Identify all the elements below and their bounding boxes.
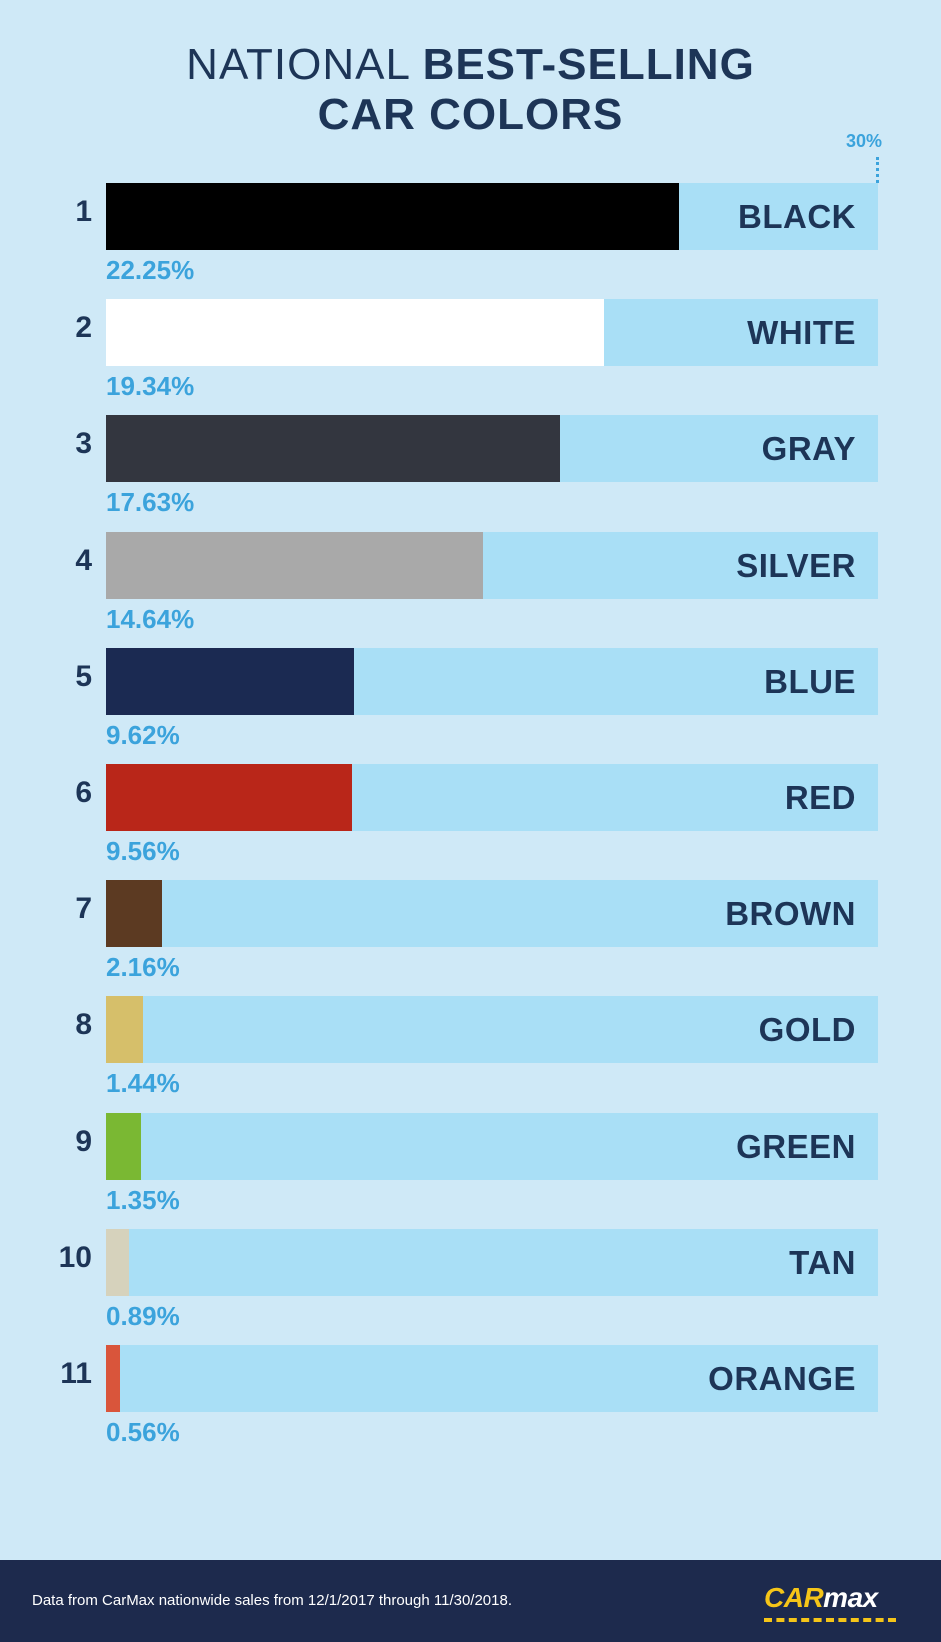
bar-green: [106, 1113, 141, 1180]
bar-row-orange: 11 ORANGE 0.56%: [0, 1345, 941, 1465]
rank-label: 2: [75, 311, 92, 344]
category-label: SILVER: [736, 547, 856, 584]
bar-white: [106, 299, 604, 366]
bar-row-brown: 7 BROWN 2.16%: [0, 880, 941, 1000]
value-label: 1.35%: [106, 1185, 180, 1215]
bar-row-silver: 4 SILVER 14.64%: [0, 532, 941, 652]
bar-tan: [106, 1229, 129, 1296]
footer: Data from CarMax nationwide sales from 1…: [0, 1560, 941, 1642]
rank-label: 1: [75, 195, 92, 228]
value-label: 17.63%: [106, 487, 195, 517]
bar-row-blue: 5 BLUE 9.62%: [0, 648, 941, 768]
value-label: 2.16%: [106, 952, 180, 982]
footer-note: Data from CarMax nationwide sales from 1…: [32, 1592, 512, 1609]
bar-track: RED: [106, 764, 878, 831]
bar-gray: [106, 415, 560, 482]
bar-row-red: 6 RED 9.56%: [0, 764, 941, 884]
rank-label: 9: [75, 1125, 92, 1158]
value-label: 22.25%: [106, 255, 195, 285]
bar-gold: [106, 996, 144, 1063]
bar-track: WHITE: [106, 299, 878, 366]
bar-row-tan: 10 TAN 0.89%: [0, 1229, 941, 1349]
category-label: GOLD: [758, 1011, 856, 1048]
bar-orange: [106, 1345, 121, 1412]
value-label: 9.62%: [106, 720, 180, 750]
bar-red: [106, 764, 352, 831]
bar-row-white: 2 WHITE 19.34%: [0, 299, 941, 419]
category-label: GRAY: [761, 430, 856, 467]
bar-track: ORANGE: [106, 1345, 878, 1412]
rank-label: 3: [75, 427, 92, 460]
logo-max: max: [823, 1582, 878, 1613]
bar-track: BROWN: [106, 880, 878, 947]
logo-dashes: [764, 1618, 896, 1622]
bar-track: GOLD: [106, 996, 878, 1063]
rank-label: 11: [60, 1357, 92, 1390]
bar-row-black: 1 BLACK 22.25%: [0, 183, 941, 303]
scale-marker: [876, 157, 879, 183]
carmax-logo: CARmax: [764, 1582, 878, 1614]
chart-title: NATIONAL BEST-SELLING CAR COLORS: [0, 40, 941, 140]
rank-label: 5: [75, 660, 92, 693]
bar-track: BLACK: [106, 183, 878, 250]
bar-black: [106, 183, 679, 250]
bar-row-green: 9 GREEN 1.35%: [0, 1113, 941, 1233]
rank-label: 8: [75, 1008, 92, 1041]
bar-row-gray: 3 GRAY 17.63%: [0, 415, 941, 535]
bar-chart: 1 BLACK 22.25% 2 WHITE 19.34% 3 GRAY 17.63% 4 SILV…: [0, 183, 941, 1465]
rank-label: 10: [58, 1241, 92, 1274]
title-line-1: NATIONAL BEST-SELLING: [0, 40, 941, 90]
category-label: ORANGE: [708, 1360, 856, 1397]
category-label: TAN: [789, 1244, 856, 1281]
category-label: RED: [784, 779, 856, 816]
bar-track: BLUE: [106, 648, 878, 715]
value-label: 19.34%: [106, 371, 195, 401]
bar-row-gold: 8 GOLD 1.44%: [0, 996, 941, 1116]
title-line-1-bold: BEST-SELLING: [422, 40, 755, 89]
bar-brown: [106, 880, 162, 947]
bar-silver: [106, 532, 483, 599]
bar-track: GRAY: [106, 415, 878, 482]
logo-car: CAR: [764, 1582, 824, 1613]
category-label: WHITE: [747, 314, 856, 351]
scale-max-label: 30%: [846, 131, 883, 151]
value-label: 0.89%: [106, 1301, 180, 1331]
value-label: 1.44%: [106, 1068, 180, 1098]
title-line-2: CAR COLORS: [317, 90, 624, 139]
category-label: BROWN: [725, 895, 856, 932]
value-label: 0.56%: [106, 1417, 180, 1447]
rank-label: 4: [75, 544, 92, 577]
bar-track: GREEN: [106, 1113, 878, 1180]
value-label: 9.56%: [106, 836, 180, 866]
title-line-1-normal: NATIONAL: [186, 40, 410, 89]
rank-label: 7: [75, 892, 92, 925]
category-label: BLUE: [764, 663, 856, 700]
rank-label: 6: [75, 776, 92, 809]
bar-track: SILVER: [106, 532, 878, 599]
category-label: GREEN: [736, 1128, 856, 1165]
bar-track: TAN: [106, 1229, 878, 1296]
bar-blue: [106, 648, 354, 715]
value-label: 14.64%: [106, 604, 195, 634]
category-label: BLACK: [738, 198, 856, 235]
